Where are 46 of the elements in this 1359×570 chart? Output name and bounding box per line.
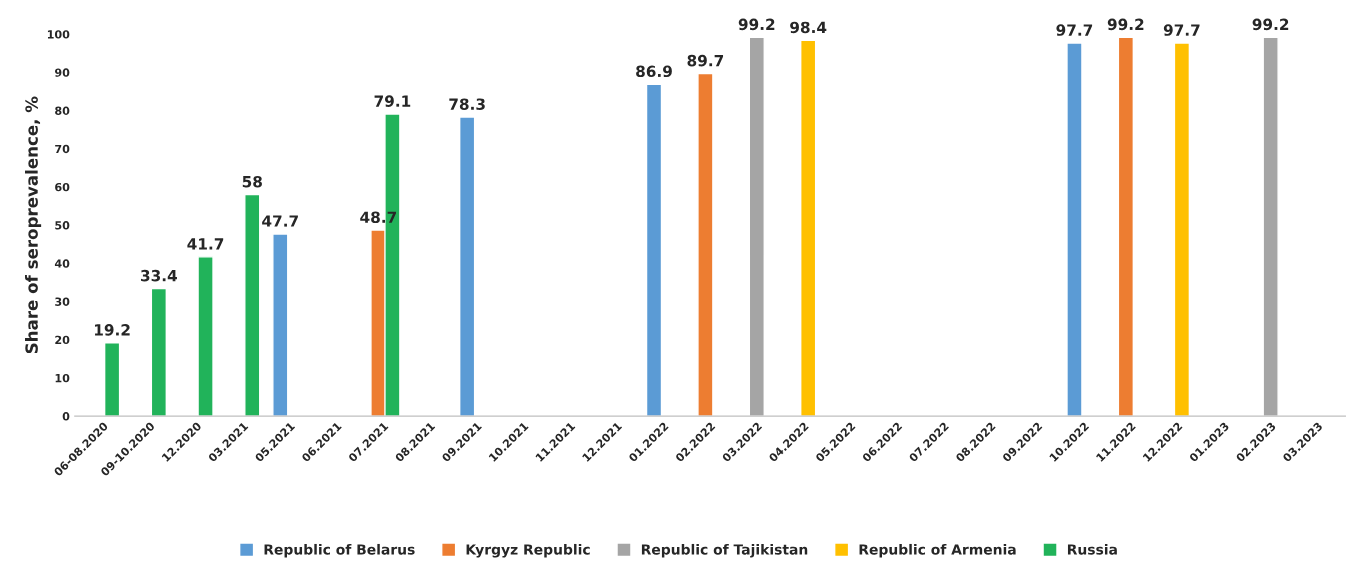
- data-label: 33.4: [141, 269, 177, 282]
- data-label: 86.9: [636, 65, 672, 78]
- data-label: 47.7: [262, 215, 298, 227]
- data-label: 98.4: [790, 21, 827, 34]
- y-tick-label: 80: [55, 106, 70, 115]
- y-tick-label: 20: [55, 335, 70, 345]
- y-tick-label: 90: [55, 68, 70, 77]
- data-label: 19.2: [94, 324, 130, 336]
- data-label: 78.3: [449, 98, 485, 110]
- data-label: 99.2: [1107, 18, 1144, 31]
- legend-label: Kyrgyz Republic: [466, 543, 590, 558]
- y-tick-label: 100: [47, 30, 70, 39]
- legend-label: Republic of Belarus: [264, 543, 415, 558]
- y-tick-label: 30: [55, 297, 70, 306]
- bar: [748, 36, 765, 417]
- bar: [150, 287, 168, 417]
- data-label: 99.2: [738, 18, 775, 31]
- data-label: 41.7: [187, 238, 224, 250]
- y-tick-label: 40: [54, 259, 70, 268]
- bar: [645, 83, 663, 417]
- y-tick-label: 70: [55, 144, 70, 154]
- data-label: 58: [242, 175, 262, 188]
- data-label: 89.7: [687, 54, 724, 67]
- bar: [800, 39, 817, 417]
- y-tick-label: 0: [62, 412, 70, 421]
- y-tick-label: 50: [55, 221, 70, 230]
- bar: [458, 116, 476, 417]
- bar: [1117, 36, 1135, 417]
- legend-label: Republic of Armenia: [859, 543, 1016, 558]
- y-axis-title: Share of seroprevalence, %: [25, 96, 42, 354]
- bar: [103, 342, 121, 417]
- y-tick-label: 10: [55, 373, 70, 383]
- data-label: 97.7: [1163, 24, 1200, 36]
- data-label: 97.7: [1056, 24, 1093, 36]
- bar: [697, 72, 714, 417]
- legend-label: Russia: [1067, 543, 1117, 555]
- bar: [272, 233, 289, 417]
- bar: [1173, 42, 1191, 417]
- bar: [1262, 36, 1279, 417]
- bar: [1066, 42, 1083, 417]
- data-label: 79.1: [374, 95, 411, 107]
- legend-label: Republic of Tajikistan: [641, 543, 808, 558]
- bar: [244, 193, 261, 417]
- data-label: 99.2: [1252, 18, 1289, 31]
- bar: [197, 256, 214, 417]
- y-tick-label: 60: [55, 182, 70, 192]
